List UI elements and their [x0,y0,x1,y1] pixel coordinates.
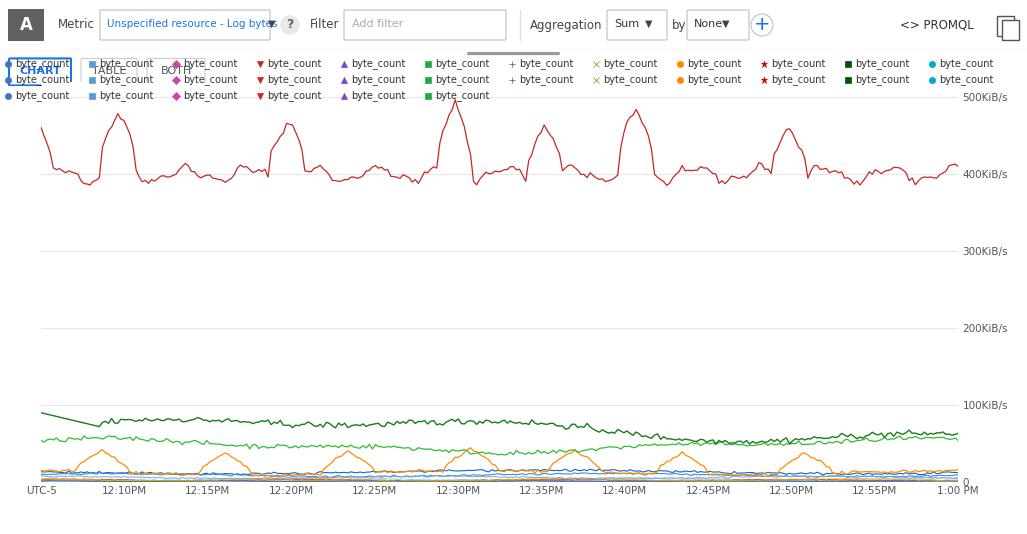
Text: byte_count: byte_count [435,59,490,69]
Text: Unspecified resource - Log bytes: Unspecified resource - Log bytes [107,19,277,29]
Text: byte_count: byte_count [435,75,490,85]
Text: byte_count: byte_count [771,75,826,85]
Text: Aggregation: Aggregation [530,19,603,32]
Text: byte_count: byte_count [603,59,657,69]
FancyBboxPatch shape [467,52,560,55]
Text: +: + [754,15,770,35]
FancyBboxPatch shape [81,58,137,85]
Text: byte_count: byte_count [519,75,573,85]
Text: ▼: ▼ [645,19,652,29]
Text: byte_count: byte_count [519,59,573,69]
Text: Filter: Filter [310,19,340,32]
Text: byte_count: byte_count [183,91,237,101]
Text: byte_count: byte_count [855,59,909,69]
Text: byte_count: byte_count [267,75,321,85]
FancyBboxPatch shape [997,16,1014,36]
Text: byte_count: byte_count [99,91,153,101]
Text: byte_count: byte_count [939,75,993,85]
FancyBboxPatch shape [100,10,270,40]
Text: byte_count: byte_count [99,59,153,69]
Text: byte_count: byte_count [687,59,741,69]
FancyBboxPatch shape [1002,20,1019,40]
FancyBboxPatch shape [344,10,506,40]
Text: byte_count: byte_count [351,91,406,101]
Text: byte_count: byte_count [99,75,153,85]
Text: byte_count: byte_count [351,59,406,69]
Text: A: A [20,16,33,34]
Text: byte_count: byte_count [15,91,70,101]
Text: CHART: CHART [20,66,61,76]
Circle shape [281,16,299,34]
Text: byte_count: byte_count [435,91,490,101]
Text: byte_count: byte_count [603,75,657,85]
Text: byte_count: byte_count [939,59,993,69]
Text: ▼: ▼ [722,19,729,29]
Text: by: by [672,19,686,32]
Text: byte_count: byte_count [267,59,321,69]
Circle shape [751,14,773,36]
Text: <> PROMQL: <> PROMQL [900,19,974,32]
FancyBboxPatch shape [687,10,749,40]
FancyBboxPatch shape [607,10,667,40]
Text: ?: ? [287,19,294,32]
Text: byte_count: byte_count [15,59,70,69]
Text: Sum: Sum [614,19,639,29]
Text: byte_count: byte_count [15,75,70,85]
Text: None: None [694,19,723,29]
Text: ▼: ▼ [268,19,275,29]
Text: byte_count: byte_count [267,91,321,101]
Text: BOTH: BOTH [160,66,192,76]
Text: byte_count: byte_count [687,75,741,85]
Text: byte_count: byte_count [771,59,826,69]
Text: Metric: Metric [58,19,94,32]
FancyBboxPatch shape [147,58,205,85]
Text: byte_count: byte_count [183,75,237,85]
Text: byte_count: byte_count [351,75,406,85]
FancyBboxPatch shape [8,9,44,41]
Text: TABLE: TABLE [91,66,126,76]
Text: byte_count: byte_count [855,75,909,85]
FancyBboxPatch shape [9,58,71,85]
Text: byte_count: byte_count [183,59,237,69]
Text: Add filter: Add filter [352,19,404,29]
